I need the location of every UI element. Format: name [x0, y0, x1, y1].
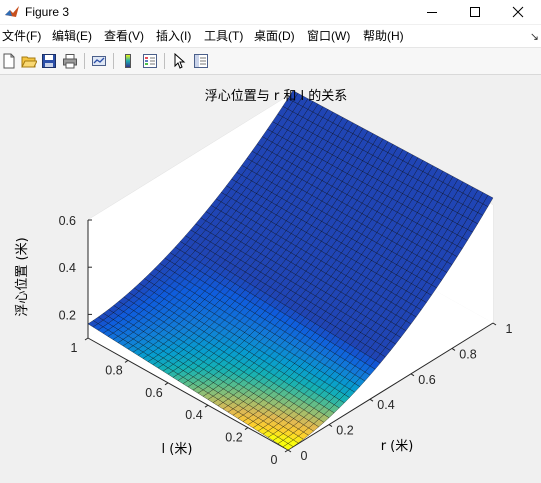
surface-plot-axes[interactable]: 0 0.2 0.4 0.6 0.8 1 0 0.2 0.4 0.6 0.8 1 0.2 0.4 0.6 浮心…	[0, 75, 541, 483]
toolbar-separator	[113, 53, 114, 69]
x-tick-label: 0.8	[459, 347, 476, 361]
save-button[interactable]	[40, 52, 58, 70]
menu-desktop[interactable]: 桌面(D)	[254, 29, 295, 43]
y-tick-label: 0.8	[105, 363, 122, 377]
y-axis-label: l (米)	[162, 442, 193, 457]
y-tick-label: 0	[271, 453, 278, 467]
z-tick-label: 0.6	[59, 214, 76, 228]
menu-insert[interactable]: 插入(I)	[156, 29, 192, 43]
window-title-bar: Figure 3	[0, 0, 541, 24]
x-axis-label: r (米)	[381, 439, 414, 454]
toolbar-separator	[164, 53, 165, 69]
x-tick-mark	[369, 398, 374, 402]
matlab-icon	[5, 6, 19, 17]
menu-edit[interactable]: 编辑(E)	[52, 29, 92, 43]
menu-help[interactable]: 帮助(H)	[363, 29, 404, 43]
x-tick-mark	[492, 322, 497, 326]
x-tick-label: 0.2	[336, 424, 353, 438]
save-icon	[42, 54, 56, 68]
z-tick-label: 0.2	[59, 308, 76, 322]
menu-overflow-icon[interactable]: ↘	[529, 31, 539, 43]
colorbar-icon	[125, 54, 131, 68]
surface-mesh	[87, 90, 494, 451]
y-tick-mark	[164, 382, 169, 386]
tick-labels: 0 0.2 0.4 0.6 0.8 1 0 0.2 0.4 0.6 0.8 1 0.2 0.4 0.6	[59, 214, 513, 467]
close-icon	[512, 6, 524, 18]
y-tick-label: 0.4	[185, 408, 202, 422]
y-tick-label: 1	[71, 341, 78, 355]
x-tick-mark	[410, 373, 415, 377]
y-tick-mark	[204, 404, 209, 408]
surface-patch	[282, 443, 294, 451]
maximize-icon	[470, 7, 480, 17]
y-tick-mark	[284, 449, 289, 453]
property-inspector-icon	[194, 54, 208, 68]
chart-title: 浮心位置与 r 和 l 的关系	[205, 88, 348, 104]
colorbar-button[interactable]	[119, 52, 137, 70]
x-tick-label: 0	[301, 449, 308, 463]
link-plot-icon	[92, 56, 106, 66]
new-figure-icon	[3, 53, 15, 69]
menu-file[interactable]: 文件(F)	[2, 29, 42, 43]
x-tick-mark	[451, 347, 456, 351]
toolbar-separator	[84, 53, 85, 69]
legend-button[interactable]	[141, 52, 159, 70]
menu-view[interactable]: 查看(V)	[104, 29, 144, 43]
x-tick-label: 1	[506, 322, 513, 336]
y-tick-mark	[84, 337, 89, 341]
property-inspector-button[interactable]	[192, 52, 210, 70]
x-axis-line	[287, 322, 494, 451]
print-button[interactable]	[61, 52, 79, 70]
y-tick-label: 0.2	[225, 431, 242, 445]
x-tick-mark	[287, 449, 292, 453]
close-button[interactable]	[495, 0, 541, 24]
print-icon	[63, 54, 77, 69]
open-file-button[interactable]	[20, 52, 38, 70]
y-tick-mark	[124, 359, 129, 363]
window-title: Figure 3	[25, 5, 70, 19]
menu-tools[interactable]: 工具(T)	[204, 29, 244, 43]
pointer-icon	[174, 53, 186, 69]
minimize-icon	[427, 12, 437, 13]
x-tick-label: 0.4	[377, 398, 394, 412]
pointer-button[interactable]	[170, 52, 188, 70]
menu-bar: 文件(F) 编辑(E) 查看(V) 插入(I) 工具(T) 桌面(D) 窗口(W…	[0, 25, 541, 48]
open-file-icon	[21, 56, 37, 68]
z-axis-label: 浮心位置 (米)	[15, 237, 30, 316]
y-tick-label: 0.6	[145, 386, 162, 400]
y-tick-mark	[244, 427, 249, 431]
x-tick-mark	[328, 424, 333, 428]
legend-icon	[143, 54, 157, 68]
new-figure-button[interactable]	[0, 52, 18, 70]
y-axis-line	[87, 337, 289, 451]
maximize-button[interactable]	[452, 0, 498, 24]
figure-toolbar	[0, 48, 541, 75]
x-tick-label: 0.6	[418, 373, 435, 387]
link-plot-button[interactable]	[90, 52, 108, 70]
z-tick-label: 0.4	[59, 261, 76, 275]
menu-window[interactable]: 窗口(W)	[307, 29, 351, 43]
minimize-button[interactable]	[409, 0, 455, 24]
